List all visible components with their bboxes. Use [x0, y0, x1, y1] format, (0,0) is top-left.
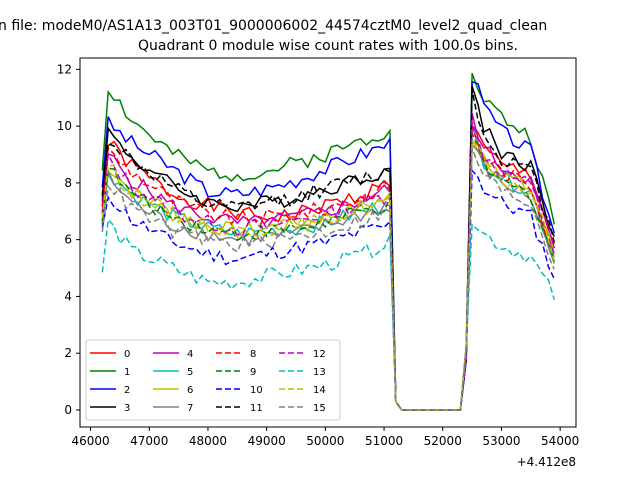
series-line-14 [101, 139, 556, 411]
legend-label-15: 15 [313, 403, 326, 414]
figure-suptitle: n file: modeM0/AS1A13_003T01_9000006002_… [0, 18, 547, 34]
legend-label-2: 2 [124, 385, 130, 396]
x-tick-label: 51000 [365, 434, 403, 448]
x-tick-label: 53000 [482, 434, 520, 448]
legend-label-13: 13 [313, 367, 326, 378]
series-line-11 [101, 89, 556, 411]
series-line-15 [101, 147, 555, 411]
legend-label-6: 6 [187, 385, 193, 396]
legend-label-12: 12 [313, 349, 326, 360]
legend-label-11: 11 [250, 403, 263, 414]
y-axis: 0 2 4 6 8 10 12 [57, 62, 80, 417]
x-tick-label: 54000 [541, 434, 579, 448]
x-tick-label: 50000 [306, 434, 344, 448]
legend-label-8: 8 [250, 349, 256, 360]
legend-label-5: 5 [187, 367, 193, 378]
y-tick-label: 2 [64, 346, 72, 360]
series-line-0 [101, 123, 555, 411]
series-line-3 [101, 85, 555, 411]
legend-label-7: 7 [187, 403, 193, 414]
series-layer [101, 72, 556, 411]
legend-label-14: 14 [313, 385, 326, 396]
series-line-13 [101, 218, 556, 411]
legend-label-10: 10 [250, 385, 263, 396]
y-tick-label: 4 [64, 289, 72, 303]
x-axis: 46000 47000 48000 49000 50000 51000 52000 53000… [71, 427, 579, 448]
y-tick-label: 8 [64, 176, 72, 190]
y-tick-label: 12 [57, 62, 72, 76]
x-tick-label: 49000 [248, 434, 286, 448]
legend-label-1: 1 [124, 367, 130, 378]
series-line-2 [101, 80, 556, 411]
chart-title: Quadrant 0 module wise count rates with … [138, 38, 518, 54]
y-tick-label: 10 [57, 119, 72, 133]
series-line-10 [101, 168, 555, 411]
y-tick-label: 6 [64, 233, 72, 247]
axes-frame [79, 57, 577, 428]
series-line-1 [101, 72, 556, 411]
legend-label-0: 0 [124, 349, 130, 360]
y-tick-label: 0 [64, 403, 72, 417]
x-offset-label: +4.412e8 [517, 455, 576, 469]
x-tick-label: 52000 [424, 434, 462, 448]
x-tick-label: 48000 [189, 434, 227, 448]
x-tick-label: 47000 [130, 434, 168, 448]
legend-label-4: 4 [187, 349, 193, 360]
series-line-12 [101, 122, 556, 411]
legend-label-3: 3 [124, 403, 130, 414]
legend-frame [85, 339, 341, 421]
series-line-8 [101, 126, 555, 411]
legend-label-9: 9 [250, 367, 256, 378]
x-tick-label: 46000 [71, 434, 109, 448]
